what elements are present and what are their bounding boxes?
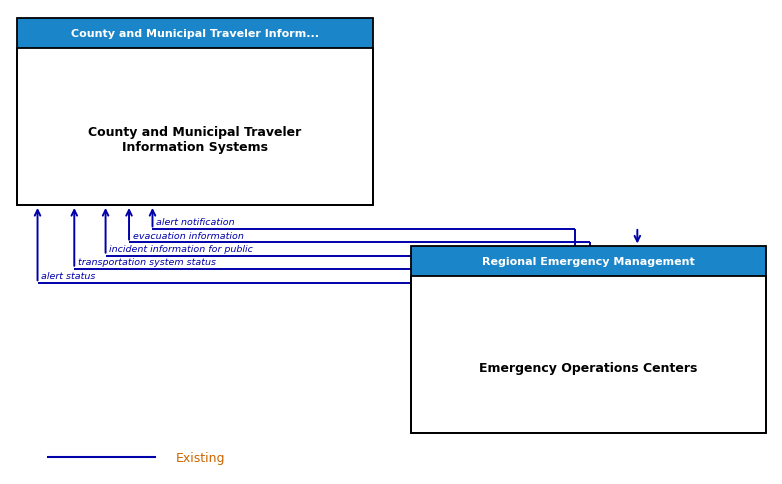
Text: alert notification: alert notification bbox=[156, 218, 235, 227]
Text: Emergency Operations Centers: Emergency Operations Centers bbox=[479, 361, 698, 374]
Bar bbox=[411, 247, 766, 433]
Bar bbox=[17, 19, 373, 206]
Text: County and Municipal Traveler
Information Systems: County and Municipal Traveler Informatio… bbox=[88, 126, 302, 154]
Text: County and Municipal Traveler Inform...: County and Municipal Traveler Inform... bbox=[71, 30, 319, 39]
Bar bbox=[411, 277, 766, 433]
Text: Regional Emergency Management: Regional Emergency Management bbox=[482, 257, 695, 267]
Text: transportation system status: transportation system status bbox=[78, 257, 216, 266]
Bar bbox=[411, 247, 766, 277]
Text: incident information for public: incident information for public bbox=[109, 244, 253, 253]
Text: alert status: alert status bbox=[41, 272, 96, 281]
Text: Existing: Existing bbox=[176, 451, 225, 464]
Bar bbox=[17, 19, 373, 49]
Bar bbox=[17, 49, 373, 206]
Text: evacuation information: evacuation information bbox=[133, 231, 244, 240]
